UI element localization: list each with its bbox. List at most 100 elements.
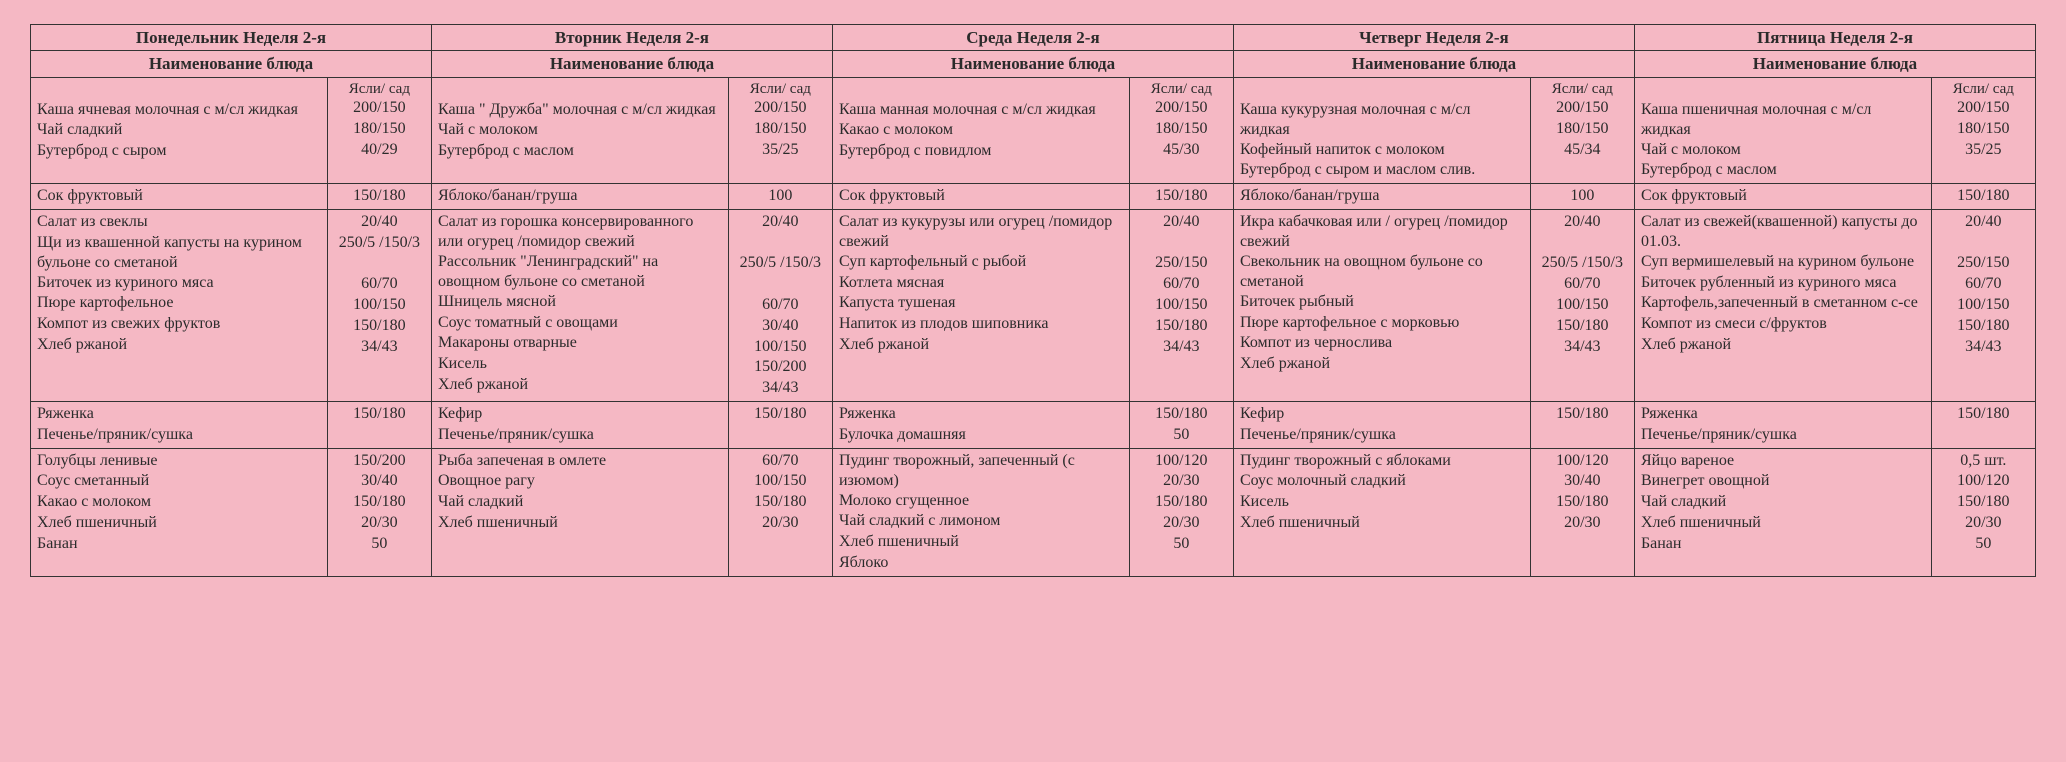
dish-portion: 150/180 [1537, 316, 1628, 337]
dish-name: Каша ячневая молочная с м/сл жидкая [37, 100, 321, 121]
dish-name: Какао с молоком [37, 492, 321, 513]
dish-portion: 60/70 [735, 295, 826, 316]
portion-cell-d1-m1: 100 [728, 184, 832, 210]
dish-name: Хлеб пшеничный [438, 513, 722, 534]
dish-portion: 100/150 [735, 337, 826, 358]
dish-portion: 45/30 [1136, 140, 1227, 161]
portion-cell-d0-m4: 150/20030/40150/18020/3050 [327, 448, 431, 576]
dish-cell-d4-m0: Каша пшеничная молочная с м/сл жидкаяЧай… [1634, 77, 1931, 184]
dish-name: Шницель мясной [438, 292, 722, 313]
dish-portion: 20/40 [1537, 212, 1628, 233]
dish-portion: 250/5 /150/3 [735, 253, 826, 274]
dish-cell-d0-m2: Салат из свеклыЩи из квашенной капусты н… [31, 209, 328, 401]
portion-cell-d0-m2: 20/40250/5 /150/3 60/70100/150150/18034/… [327, 209, 431, 401]
dish-cell-d0-m3: РяженкаПеченье/пряник/сушка [31, 402, 328, 449]
dish-name: Сок фруктовый [1641, 186, 1925, 207]
dish-portion: 20/40 [334, 212, 425, 233]
dish-portion: 250/150 [1938, 253, 2029, 274]
dish-name: Компот из смеси с/фруктов [1641, 314, 1925, 335]
dish-cell-d3-m0: Каша кукурузная молочная с м/сл жидкаяКо… [1233, 77, 1530, 184]
dish-header-row: Наименование блюда Наименование блюда На… [31, 51, 2036, 77]
portion-cell-d4-m1: 150/180 [1931, 184, 2035, 210]
day-title-2: Среда Неделя 2-я [832, 25, 1233, 51]
dish-name: Свекольник на овощном бульоне со сметано… [1240, 252, 1524, 292]
dish-portion: 150/180 [1136, 404, 1227, 425]
dish-portion: 34/43 [1938, 337, 2029, 358]
portion-cell-d0-m3: 150/180 [327, 402, 431, 449]
dish-portion: 50 [334, 534, 425, 555]
dish-portion: 35/25 [1938, 140, 2029, 161]
dish-name: Хлеб пшеничный [839, 532, 1123, 553]
dish-portion [1938, 425, 2029, 446]
dish-name: Какао с молоком [839, 120, 1123, 141]
portion-cell-d1-m4: 60/70100/150150/18020/30 [728, 448, 832, 576]
dish-cell-d1-m0: Каша " Дружба" молочная с м/сл жидкаяЧай… [431, 77, 728, 184]
dish-name: Чай с молоком [1641, 140, 1925, 161]
dish-name: Картофель,запеченный в сметанном с-се [1641, 293, 1925, 314]
portion-cell-d2-m1: 150/180 [1129, 184, 1233, 210]
dish-name: Сок фруктовый [839, 186, 1123, 207]
dish-cell-d4-m2: Салат из свежей(квашенной) капусты до 01… [1634, 209, 1931, 401]
dish-cell-d3-m1: Яблоко/банан/груша [1233, 184, 1530, 210]
dish-name: Кофейный напиток с молоком [1240, 140, 1524, 161]
meal-row-3: РяженкаПеченье/пряник/сушка150/180 Кефир… [31, 402, 2036, 449]
dish-name: Кефир [438, 404, 722, 425]
dish-cell-d1-m2: Салат из горошка консервированного или о… [431, 209, 728, 401]
dish-portion: 50 [1938, 534, 2029, 555]
dish-portion: 100/120 [1537, 451, 1628, 472]
dish-portion [334, 425, 425, 446]
dish-cell-d1-m1: Яблоко/банан/груша [431, 184, 728, 210]
portion-cell-d2-m3: 150/18050 [1129, 402, 1233, 449]
portion-header-d4: Ясли/ сад [1938, 80, 2029, 99]
dish-portion: 150/180 [1938, 404, 2029, 425]
dish-portion: 180/150 [735, 119, 826, 140]
dish-name: Каша манная молочная с м/сл жидкая [839, 100, 1123, 121]
dish-portion: 250/5 /150/3 [1537, 253, 1628, 274]
dish-name: Каша " Дружба" молочная с м/сл жидкая [438, 100, 722, 121]
dish-cell-d1-m4: Рыба запеченая в омлетеОвощное рагуЧай с… [431, 448, 728, 576]
dish-portion: 150/200 [735, 357, 826, 378]
dish-portion: 60/70 [1537, 274, 1628, 295]
dish-portion: 100/150 [334, 295, 425, 316]
dish-name: Хлеб пшеничный [1240, 513, 1524, 534]
dish-name: Соус томатный с овощами [438, 313, 722, 334]
dish-name: Бутерброд с сыром [37, 141, 321, 162]
dish-name: Кефир [1240, 404, 1524, 425]
dish-portion: 200/150 [735, 98, 826, 119]
dish-portion: 20/40 [1136, 212, 1227, 233]
dish-portion: 30/40 [334, 471, 425, 492]
dish-name: Бутерброд с маслом [438, 141, 722, 162]
dish-portion: 30/40 [735, 316, 826, 337]
dish-portion: 150/180 [334, 186, 425, 207]
dish-name: Котлета мясная [839, 273, 1123, 294]
dish-name: Пюре картофельное [37, 293, 321, 314]
dish-portion: 20/30 [1938, 513, 2029, 534]
dish-portion: 180/150 [334, 119, 425, 140]
dish-cell-d2-m1: Сок фруктовый [832, 184, 1129, 210]
dish-portion: 50 [1136, 534, 1227, 555]
dish-portion: 250/150 [1136, 253, 1227, 274]
portion-cell-d4-m3: 150/180 [1931, 402, 2035, 449]
dish-name: Печенье/пряник/сушка [438, 425, 722, 446]
dish-portion: 180/150 [1537, 119, 1628, 140]
dish-name: Кисель [1240, 492, 1524, 513]
dish-name: Салат из кукурузы или огурец /помидор св… [839, 212, 1123, 252]
dish-portion: 200/150 [1537, 98, 1628, 119]
dish-name: Банан [37, 534, 321, 555]
portion-cell-d1-m3: 150/180 [728, 402, 832, 449]
dish-portion: 250/5 /150/3 [334, 233, 425, 254]
dish-name: Винегрет овощной [1641, 471, 1925, 492]
dish-name: Биточек из куриного мяса [37, 273, 321, 294]
dish-name: Овощное рагу [438, 471, 722, 492]
menu-table: Понедельник Неделя 2-я Вторник Неделя 2-… [30, 24, 2036, 577]
dish-name: Соус сметанный [37, 471, 321, 492]
dish-name: Ряженка [37, 404, 321, 425]
portion-header-d1: Ясли/ сад [735, 80, 826, 99]
dish-name: Компот из чернослива [1240, 333, 1524, 354]
dish-portion: 100/150 [1136, 295, 1227, 316]
dish-name: Хлеб ржаной [839, 335, 1123, 356]
dish-portion: 150/180 [1537, 404, 1628, 425]
dish-name: Чай сладкий [1641, 492, 1925, 513]
dish-name: Печенье/пряник/сушка [1641, 425, 1925, 446]
dish-name: Яблоко/банан/груша [1240, 186, 1524, 207]
